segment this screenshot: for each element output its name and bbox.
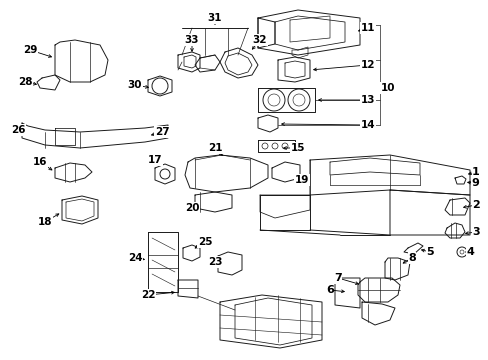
Text: 9: 9: [470, 178, 478, 188]
Text: 33: 33: [184, 35, 199, 45]
Text: 24: 24: [127, 253, 142, 263]
Text: 16: 16: [33, 157, 47, 167]
Text: 15: 15: [290, 143, 305, 153]
Text: 5: 5: [426, 247, 433, 257]
Text: 8: 8: [407, 253, 415, 263]
Text: 28: 28: [18, 77, 32, 87]
Text: 22: 22: [141, 290, 155, 300]
Text: 11: 11: [360, 23, 374, 33]
Text: 13: 13: [360, 95, 374, 105]
Text: 32: 32: [252, 35, 267, 45]
Text: 20: 20: [184, 203, 199, 213]
Text: 10: 10: [380, 83, 394, 93]
Text: 2: 2: [471, 200, 479, 210]
Text: 27: 27: [154, 127, 169, 137]
Text: 29: 29: [23, 45, 37, 55]
Text: 1: 1: [471, 167, 479, 177]
Text: 19: 19: [294, 175, 308, 185]
Text: 17: 17: [147, 155, 162, 165]
Text: 18: 18: [38, 217, 52, 227]
Text: 26: 26: [11, 125, 25, 135]
Text: 23: 23: [207, 257, 222, 267]
Text: 14: 14: [360, 120, 375, 130]
Text: 12: 12: [360, 60, 374, 70]
Text: 21: 21: [207, 143, 222, 153]
Text: 6: 6: [325, 285, 333, 295]
Text: 3: 3: [471, 227, 479, 237]
Text: 30: 30: [127, 80, 142, 90]
Text: 7: 7: [333, 273, 341, 283]
Text: 4: 4: [465, 247, 473, 257]
Text: 31: 31: [207, 13, 222, 23]
Text: 25: 25: [197, 237, 212, 247]
